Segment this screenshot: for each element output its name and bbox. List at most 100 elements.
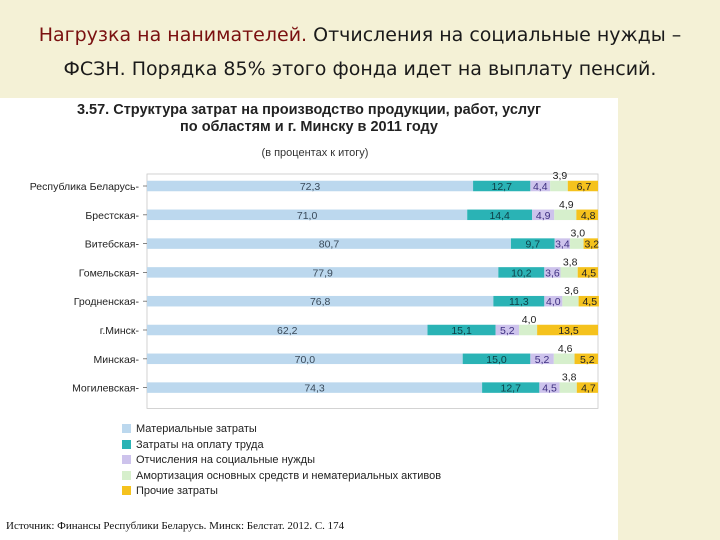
plot-frame [146, 173, 599, 409]
category-label: Могилевская- [72, 383, 139, 395]
bar-segment-depreciation [550, 180, 568, 192]
data-label-other: 6,7 [577, 181, 592, 193]
bar-segment-material [147, 238, 511, 249]
bar-segment-material [147, 353, 463, 365]
data-label-material: 70,0 [295, 354, 316, 366]
bar-segment-labor [493, 295, 545, 307]
legend-swatch [122, 470, 131, 480]
bar-segment-material [147, 295, 494, 307]
data-label-material: 76,8 [310, 296, 331, 308]
data-label-social: 4,5 [542, 383, 557, 395]
data-label-material: 74,3 [304, 383, 325, 395]
data-label-social: 4,9 [536, 210, 551, 222]
legend-swatch [122, 455, 131, 465]
data-label-other: 4,5 [582, 267, 597, 279]
data-label-other: 3,2 [584, 239, 599, 251]
bar-segment-other [537, 324, 598, 336]
chart-title-line-2: по областям и г. Минску в 2011 году [180, 119, 438, 135]
data-label-social: 3,4 [555, 239, 570, 251]
bar-segment-other [578, 295, 599, 307]
bar-segment-social [530, 180, 551, 192]
data-label-depreciation: 4,0 [522, 314, 537, 326]
bar-segment-material [147, 209, 468, 221]
bar-segment-material [147, 382, 483, 393]
bar-segment-social [539, 382, 560, 393]
data-label-material: 80,7 [319, 239, 340, 251]
bar-segment-material [147, 324, 428, 336]
legend-item-other: Прочие затраты [122, 484, 441, 500]
bar-segment-labor [473, 180, 531, 192]
legend-item-social: Отчисления на социальные нужды [122, 453, 441, 469]
bar-segment-other [574, 353, 598, 365]
data-label-other: 4,5 [582, 296, 597, 308]
bar-segment-depreciation [570, 238, 584, 249]
bar-segment-depreciation [560, 267, 578, 278]
legend-item-depreciation: Амортизация основных средств и нематериа… [122, 469, 441, 485]
data-label-other: 4,8 [581, 210, 596, 222]
data-label-other: 5,2 [580, 354, 595, 366]
data-label-social: 4,4 [533, 181, 548, 193]
category-label: Гродненская- [74, 296, 140, 308]
data-label-depreciation: 3,6 [564, 285, 579, 297]
bar-segment-other [576, 382, 598, 393]
chart-legend: Материальные затраты Затраты на оплату тр… [122, 422, 441, 500]
bar-segment-social [544, 267, 561, 278]
data-label-labor: 14,4 [489, 210, 510, 222]
data-label-material: 77,9 [312, 267, 333, 279]
data-label-labor: 15,1 [451, 325, 472, 337]
slide-title-highlight: Нагрузка на нанимателей. [38, 24, 308, 46]
data-label-depreciation: 3,8 [562, 372, 577, 384]
bar-segment-labor [498, 267, 545, 278]
category-label: Минская- [93, 354, 139, 366]
legend-label: Прочие затраты [136, 485, 218, 498]
legend-swatch [122, 439, 131, 449]
bar-segment-other [576, 209, 598, 221]
data-label-depreciation: 4,6 [558, 343, 573, 355]
data-label-social: 4,0 [546, 296, 561, 308]
data-label-labor: 11,3 [509, 296, 529, 308]
bar-segment-social [530, 353, 554, 365]
bar-segment-social [495, 324, 520, 336]
chart-title: 3.57. Структура затрат на производство п… [0, 102, 618, 136]
legend-label: Затраты на оплату труда [136, 438, 264, 451]
bar-segment-labor [510, 238, 555, 249]
bar-segment-material [147, 180, 474, 192]
bar-segment-depreciation [562, 295, 579, 307]
data-label-labor: 9,7 [526, 239, 541, 251]
bar-segment-labor [462, 353, 531, 365]
category-label: г.Минск- [100, 325, 140, 337]
data-label-labor: 15,0 [486, 354, 507, 366]
data-label-depreciation: 3,8 [563, 256, 578, 268]
slide-title-rest: Отчисления на социальные нужды – ФСЗН. П… [63, 24, 682, 80]
data-label-depreciation: 3,9 [553, 170, 568, 182]
slide-title: Нагрузка на нанимателей. Отчисления на с… [10, 18, 710, 86]
chart-title-line-1: 3.57. Структура затрат на производство п… [76, 102, 542, 118]
legend-swatch [122, 424, 131, 433]
legend-swatch [122, 486, 131, 496]
data-label-labor: 12,7 [491, 181, 512, 193]
chart-subtitle: (в процентах к итогу) [261, 147, 369, 159]
bar-segment-depreciation [553, 353, 575, 365]
data-label-labor: 12,7 [501, 383, 522, 395]
stacked-bar-chart: Республика Беларусь- 72,3 12,7 4,4 3,9 6,7 Бре… [30, 170, 599, 409]
bar-segment-social [554, 238, 571, 249]
bar-segment-social [532, 209, 555, 221]
bar-segment-labor [427, 324, 496, 336]
data-label-material: 62,2 [277, 325, 298, 337]
chart-figure: Республика Беларусь- 72,3 12,7 4,4 3,9 6,7 Бре… [0, 98, 618, 540]
data-label-depreciation: 4,9 [559, 199, 574, 211]
source-note: Источник: Финансы Республики Беларусь. М… [6, 520, 345, 532]
bar-segment-depreciation [559, 382, 577, 393]
data-label-social: 5,2 [535, 354, 550, 366]
data-label-social: 3,6 [545, 267, 560, 279]
category-label: Витебская- [85, 239, 140, 251]
category-label: Республика Беларусь- [30, 181, 140, 193]
data-label-social: 5,2 [500, 325, 515, 337]
data-label-material: 71,0 [297, 210, 318, 222]
legend-item-material: Материальные затраты [122, 422, 441, 438]
bar-segment-material [147, 267, 499, 278]
legend-label: Материальные затраты [136, 423, 257, 435]
legend-label: Отчисления на социальные нужды [136, 454, 315, 467]
data-label-depreciation: 3,0 [570, 228, 585, 240]
bar-segment-social [544, 295, 563, 307]
